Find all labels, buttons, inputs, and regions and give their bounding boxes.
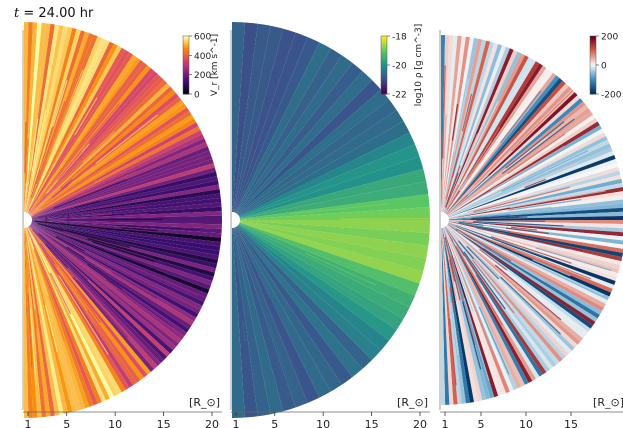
xaxis-unit-label: [R_⊙]: [397, 396, 428, 409]
panel-middle-field: [232, 22, 430, 418]
xtick-label: 5: [271, 418, 278, 428]
panel-right-field: [441, 35, 623, 405]
xtick-label: 1: [25, 418, 32, 428]
xtick-label: 15: [157, 418, 171, 428]
xtick-label: 20: [413, 418, 427, 428]
colorbar-tick-label: -22: [392, 91, 407, 101]
panel-middle-colorbar: -18 -20 -22 log10 ρ [g cm^-3]: [380, 24, 424, 106]
time-label: t = 24.00 hr: [14, 6, 93, 21]
xtick-label: 10: [519, 418, 533, 428]
colorbar-label: log10 ρ [g cm^-3]: [414, 24, 424, 106]
time-label-value: = 24.00 hr: [23, 6, 94, 21]
xaxis-unit-label: [R_⊙]: [593, 396, 623, 409]
xtick-label: 15: [564, 418, 578, 428]
xtick-label: 5: [478, 418, 485, 428]
colorbar-tick-label: -20: [392, 62, 407, 72]
time-label-var: t: [14, 6, 20, 21]
panel-right-colorbar: 200 0 -200: [589, 33, 622, 101]
panel-middle: 1 5 10 15 20[R_⊙]-18-20-22 log10 ρ [g cm^-3]: [224, 22, 430, 428]
panel-right-xaxis: 1 5 10 15[R_⊙]: [439, 30, 623, 428]
xtick-label: 1: [442, 418, 449, 428]
panel-left-xaxis: 1 5 10 15 20[R_⊙]: [22, 30, 222, 428]
colorbar-tick-label: 200: [194, 71, 211, 81]
panel-middle-xaxis: 1 5 10 15 20[R_⊙]: [230, 30, 430, 428]
xtick-label: 10: [316, 418, 330, 428]
colorbar-tick-label: 400: [194, 52, 211, 62]
colorbar-tick-label: 0: [194, 91, 200, 101]
colorbar-tick-label: 0: [601, 62, 607, 72]
xtick-label: 20: [205, 418, 219, 428]
colorbar-label: V_r [km s^-1]: [210, 34, 220, 96]
xtick-label: 10: [108, 418, 122, 428]
panel-left-field: [24, 22, 222, 418]
xtick-label: 5: [63, 418, 70, 428]
xtick-label: 1: [233, 418, 240, 428]
xtick-label: 15: [365, 418, 379, 428]
colorbar-tick-label: 200: [601, 33, 618, 43]
colorbar-tick-label: -18: [392, 33, 407, 43]
colorbar-tick-label: -200: [601, 91, 622, 101]
xaxis-unit-label: [R_⊙]: [189, 396, 220, 409]
colorbar-tick-label: 600: [194, 33, 211, 43]
